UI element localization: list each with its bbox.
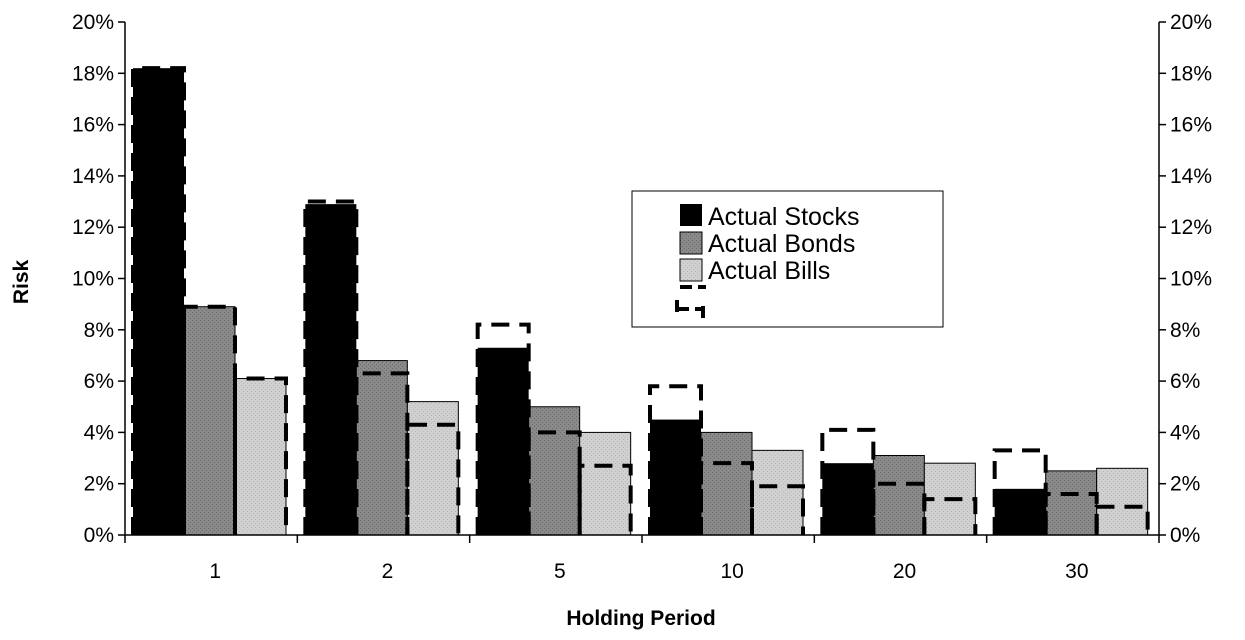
y-tick-label-left: 2% — [84, 473, 114, 496]
dashed-marker-2-30 — [1043, 491, 1099, 535]
dashed-marker-1-5 — [475, 322, 531, 535]
dashed-marker-2-2 — [354, 371, 410, 535]
y-tick-label-right: 4% — [1170, 421, 1200, 444]
x-axis-title: Holding Period — [566, 607, 715, 630]
dashed-marker-3-5 — [577, 463, 633, 535]
y-tick-label-right: 18% — [1170, 62, 1212, 85]
legend-label-actual-bills: Actual Bills — [708, 257, 830, 285]
y-tick-label-left: 6% — [84, 370, 114, 393]
legend-swatch-actual-bonds — [679, 231, 703, 255]
x-tick-label-20: 20 — [893, 560, 916, 583]
legend: Actual Stocks Actual Bonds Actual Bills — [631, 190, 944, 328]
y-tick-label-left: 18% — [72, 62, 114, 85]
bar-actual-stocks-5 — [477, 347, 529, 535]
y-tick-label-right: 16% — [1170, 114, 1212, 137]
dashed-marker-3-10 — [750, 484, 805, 535]
bar-actual-bonds-1 — [183, 306, 236, 536]
bar-actual-stocks-20 — [822, 463, 874, 535]
x-tick-label-2: 2 — [382, 560, 394, 583]
bar-actual-bills-30 — [1096, 467, 1149, 536]
y-tick-label-right: 8% — [1170, 319, 1200, 342]
bar-actual-stocks-30 — [994, 488, 1046, 535]
legend-dashed-marker-sample — [675, 285, 706, 318]
bar-actual-bonds-20 — [872, 454, 925, 536]
legend-label-actual-bonds: Actual Bonds — [708, 230, 855, 258]
dashed-marker-3-20 — [922, 497, 978, 535]
y-tick-label-right: 20% — [1170, 11, 1212, 34]
legend-swatch-actual-bills — [679, 258, 703, 282]
bar-actual-bills-10 — [751, 449, 804, 536]
y-tick-label-right: 6% — [1170, 370, 1200, 393]
y-tick-label-left: 0% — [84, 524, 114, 547]
y-tick-label-left: 16% — [72, 114, 114, 137]
bar-actual-bills-1 — [234, 378, 287, 536]
y-tick-label-right: 0% — [1170, 524, 1200, 547]
y-tick-label-left: 14% — [72, 165, 114, 188]
x-tick-label-5: 5 — [554, 560, 566, 583]
y-tick-label-left: 10% — [72, 268, 114, 291]
legend-swatch-actual-stocks — [680, 204, 702, 226]
dashed-marker-2-20 — [871, 481, 927, 535]
dashed-marker-2-5 — [526, 430, 582, 535]
bar-actual-bonds-10 — [700, 431, 753, 536]
dashed-marker-3-30 — [1094, 504, 1150, 535]
x-tick-label-30: 30 — [1065, 560, 1088, 583]
bar-actual-bills-2 — [406, 401, 459, 536]
y-tick-label-right: 14% — [1170, 165, 1212, 188]
y-tick-label-right: 10% — [1170, 268, 1212, 291]
x-tick-label-10: 10 — [720, 560, 743, 583]
axes-layer: 0% 0% 2% 2% 4% 4% 6% 6% 8% 8% 10% 10% 12% 12% 14% 14% 16… — [72, 11, 1212, 583]
dashed-marker-2-10 — [699, 461, 754, 535]
dashed-marker-3-1 — [233, 376, 288, 535]
bar-actual-bonds-30 — [1045, 470, 1098, 536]
bar-actual-stocks-1 — [133, 68, 184, 536]
bar-actual-stocks-2 — [305, 204, 357, 536]
y-tick-label-left: 20% — [72, 11, 114, 34]
y-tick-label-left: 4% — [84, 421, 114, 444]
y-tick-label-left: 8% — [84, 319, 114, 342]
y-tick-label-left: 12% — [72, 216, 114, 239]
legend-label-actual-stocks: Actual Stocks — [708, 203, 859, 231]
bar-actual-bills-5 — [579, 431, 632, 536]
dashed-marker-1-1 — [131, 66, 186, 535]
bar-actual-bonds-5 — [528, 406, 581, 536]
x-tick-label-1: 1 — [209, 560, 221, 583]
dashed-markers-layer — [131, 66, 1150, 535]
dashed-marker-1-20 — [820, 427, 876, 535]
bar-actual-stocks-10 — [650, 419, 701, 535]
y-tick-label-right: 2% — [1170, 473, 1200, 496]
y-axis-title: Risk — [10, 260, 33, 305]
y-tick-label-right: 12% — [1170, 216, 1212, 239]
bar-actual-bonds-2 — [355, 360, 408, 536]
dashed-marker-1-10 — [648, 384, 703, 535]
